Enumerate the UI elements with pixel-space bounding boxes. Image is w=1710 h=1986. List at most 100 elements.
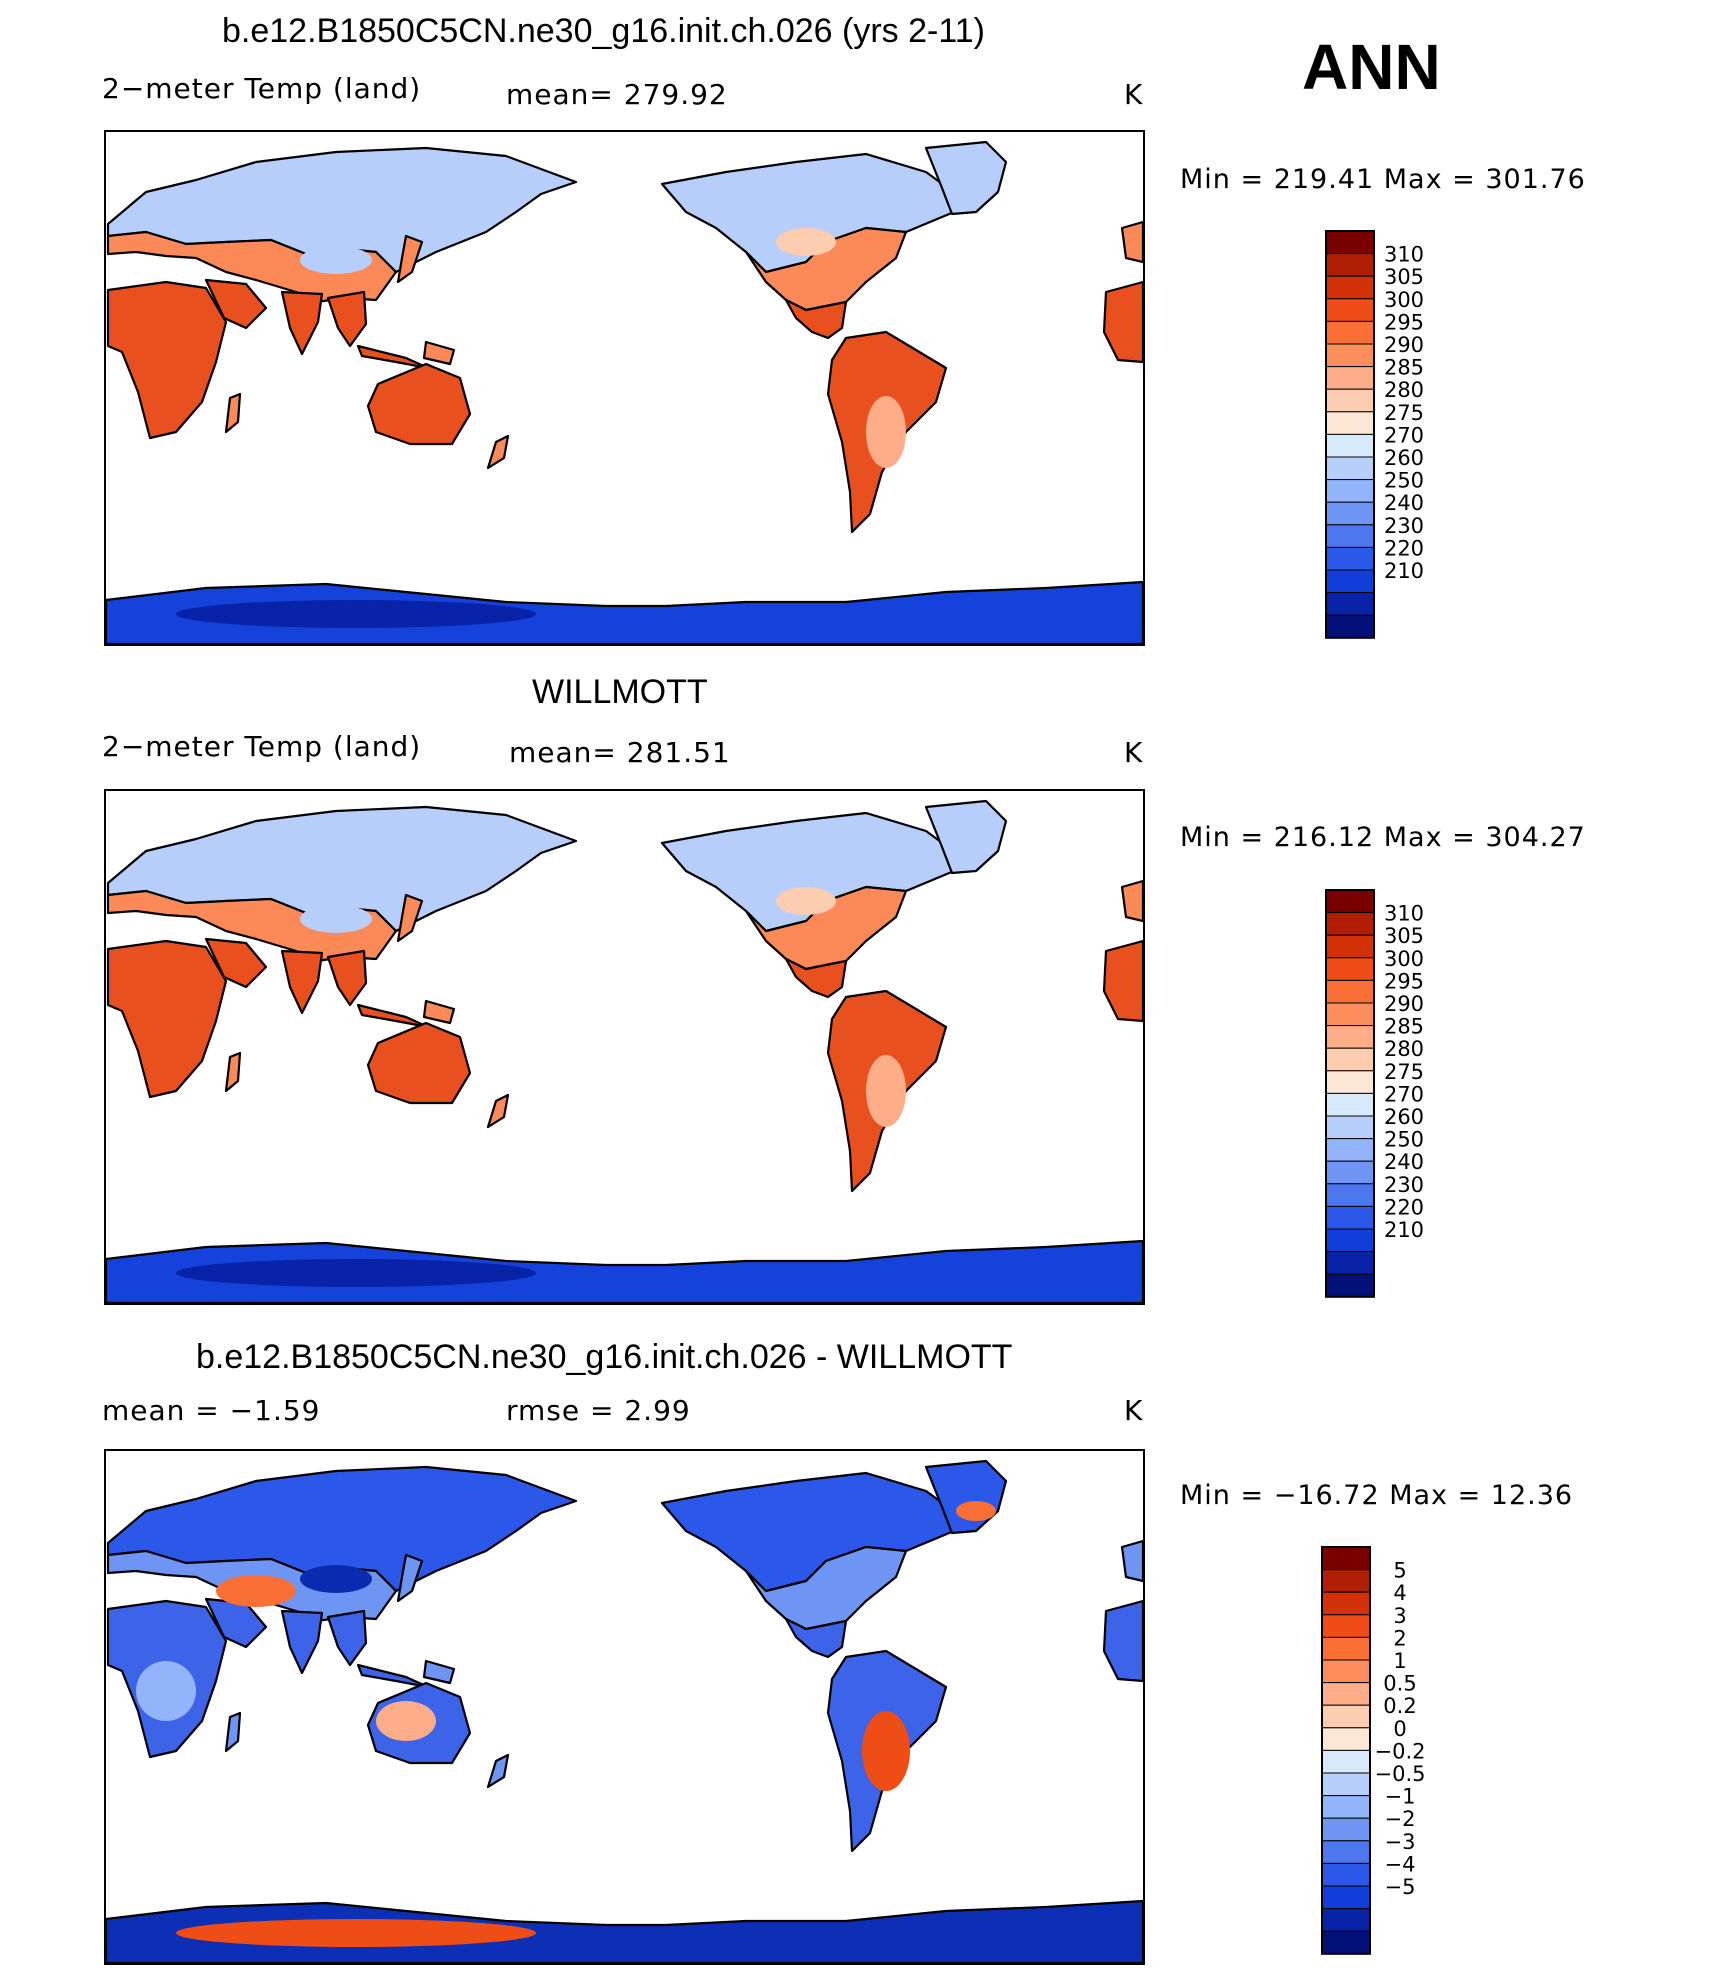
panel-3-mean: mean = −1.59 xyxy=(102,1394,321,1427)
colorbar-box xyxy=(1321,1614,1371,1638)
new-zealand xyxy=(486,434,510,470)
iberia-edge xyxy=(1120,1539,1143,1583)
colorbar-box xyxy=(1325,501,1375,526)
panel-3-rmse: rmse = 2.99 xyxy=(506,1394,691,1427)
colorbar-box xyxy=(1325,433,1375,458)
colorbar-tick-label: −5 xyxy=(1385,1875,1416,1899)
colorbar-tick-label: −1 xyxy=(1385,1785,1416,1809)
colorbar-tick-label: 210 xyxy=(1384,559,1424,583)
colorbar-box xyxy=(1325,1205,1375,1230)
new-guinea xyxy=(422,999,456,1025)
indonesia xyxy=(356,1663,430,1689)
iberia-edge xyxy=(1120,220,1143,264)
panel-2-variable: 2−meter Temp (land) xyxy=(102,730,422,763)
colorbar-box xyxy=(1325,1092,1375,1117)
panel-3-units: K xyxy=(1124,1394,1144,1427)
panel-2-minmax: Min = 216.12 Max = 304.27 xyxy=(1180,822,1586,853)
australia xyxy=(366,1021,472,1105)
panel-3-map-svg xyxy=(106,1459,1143,1963)
colorbar-tick-label: 300 xyxy=(1384,947,1424,971)
greenland xyxy=(924,140,1008,216)
panel-2-colorbar: 310 305 300 295 290 285 280 275 270 260 250 240 230 2… xyxy=(1325,889,1466,1300)
colorbar-tick-label: 2 xyxy=(1393,1626,1406,1650)
indochina xyxy=(326,290,368,348)
colorbar-box xyxy=(1321,1682,1371,1706)
colorbar-tick-label: 275 xyxy=(1384,401,1424,425)
colorbar-box xyxy=(1321,1659,1371,1684)
colorbar-box xyxy=(1321,1817,1371,1842)
colorbar-box xyxy=(1325,1070,1375,1094)
colorbar-box xyxy=(1325,230,1375,255)
colorbar-box xyxy=(1321,1885,1371,1910)
colorbar-box xyxy=(1325,592,1375,616)
antarctica-interior xyxy=(176,1919,536,1947)
anomaly-patch xyxy=(956,1501,996,1521)
madagascar xyxy=(224,392,242,434)
indonesia xyxy=(356,344,430,370)
colorbar-tick-label: 220 xyxy=(1384,536,1424,560)
panel-2-map-svg xyxy=(106,799,1143,1303)
colorbar-tick-label: 295 xyxy=(1384,969,1424,993)
anomaly-patch xyxy=(376,1701,436,1741)
africa xyxy=(106,280,228,440)
colorbar-box xyxy=(1321,1546,1371,1571)
colorbar-box xyxy=(1325,1002,1375,1027)
tibet-plateau xyxy=(300,905,372,933)
japan xyxy=(396,234,424,284)
anomaly-patch xyxy=(136,1661,196,1721)
colorbar-tick-label: 305 xyxy=(1384,265,1424,289)
panel-3-map xyxy=(104,1449,1145,1965)
colorbar-box xyxy=(1321,1795,1371,1819)
panel-2-map xyxy=(104,789,1145,1305)
colorbar-tick-label: 230 xyxy=(1384,1173,1424,1197)
new-zealand xyxy=(486,1753,510,1789)
antarctica-interior xyxy=(176,600,536,628)
colorbar-tick-label: 280 xyxy=(1384,1037,1424,1061)
north-america-north xyxy=(660,1471,958,1593)
panel-1-units: K xyxy=(1124,78,1144,111)
colorbar-tick-label: −3 xyxy=(1385,1830,1416,1854)
colorbar-tick-label: 5 xyxy=(1393,1559,1406,1583)
madagascar xyxy=(224,1051,242,1093)
colorbar-box xyxy=(1321,1727,1371,1751)
panel-3-minmax: Min = −16.72 Max = 12.36 xyxy=(1180,1480,1574,1511)
india xyxy=(280,290,324,356)
colorbar-tick-label: 4 xyxy=(1393,1581,1406,1605)
colorbar-box xyxy=(1325,889,1375,914)
colorbar-box xyxy=(1321,1749,1371,1774)
colorbar-box xyxy=(1325,388,1375,413)
colorbar-box xyxy=(1325,614,1375,639)
colorbar-tick-label: 240 xyxy=(1384,491,1424,515)
colorbar-tick-label: 250 xyxy=(1384,1128,1424,1152)
colorbar-box xyxy=(1325,546,1375,571)
australia xyxy=(366,362,472,446)
panel-2-units: K xyxy=(1124,736,1144,769)
central-america xyxy=(784,298,848,340)
colorbar-tick-label: 0 xyxy=(1393,1717,1406,1741)
india xyxy=(280,1609,324,1675)
colorbar-box xyxy=(1321,1930,1371,1955)
andes-cool-strip xyxy=(866,1055,906,1127)
colorbar-tick-label: 250 xyxy=(1384,469,1424,493)
colorbar-box xyxy=(1321,1772,1371,1797)
colorbar-tick-label: 310 xyxy=(1384,243,1424,267)
colorbar-tick-label: 230 xyxy=(1384,514,1424,538)
colorbar-box xyxy=(1325,366,1375,390)
new-guinea xyxy=(422,340,456,366)
colorbar-tick-label: 0.2 xyxy=(1383,1694,1416,1718)
colorbar-box xyxy=(1325,320,1375,345)
colorbar-box xyxy=(1325,411,1375,435)
colorbar-tick-label: −2 xyxy=(1385,1807,1416,1831)
central-america xyxy=(784,1617,848,1659)
colorbar-box xyxy=(1325,1025,1375,1049)
colorbar-tick-label: 275 xyxy=(1384,1060,1424,1084)
greenland xyxy=(924,799,1008,875)
colorbar-box xyxy=(1325,298,1375,322)
central-america xyxy=(784,957,848,999)
colorbar-box xyxy=(1325,1115,1375,1140)
colorbar-tick-label: 290 xyxy=(1384,333,1424,357)
north-america-midlat xyxy=(776,228,836,256)
colorbar-tick-label: 310 xyxy=(1384,902,1424,926)
colorbar-box xyxy=(1325,1047,1375,1072)
panel-1-colorbar: 310 305 300 295 290 285 280 275 270 260 250 240 230 2… xyxy=(1325,230,1466,641)
